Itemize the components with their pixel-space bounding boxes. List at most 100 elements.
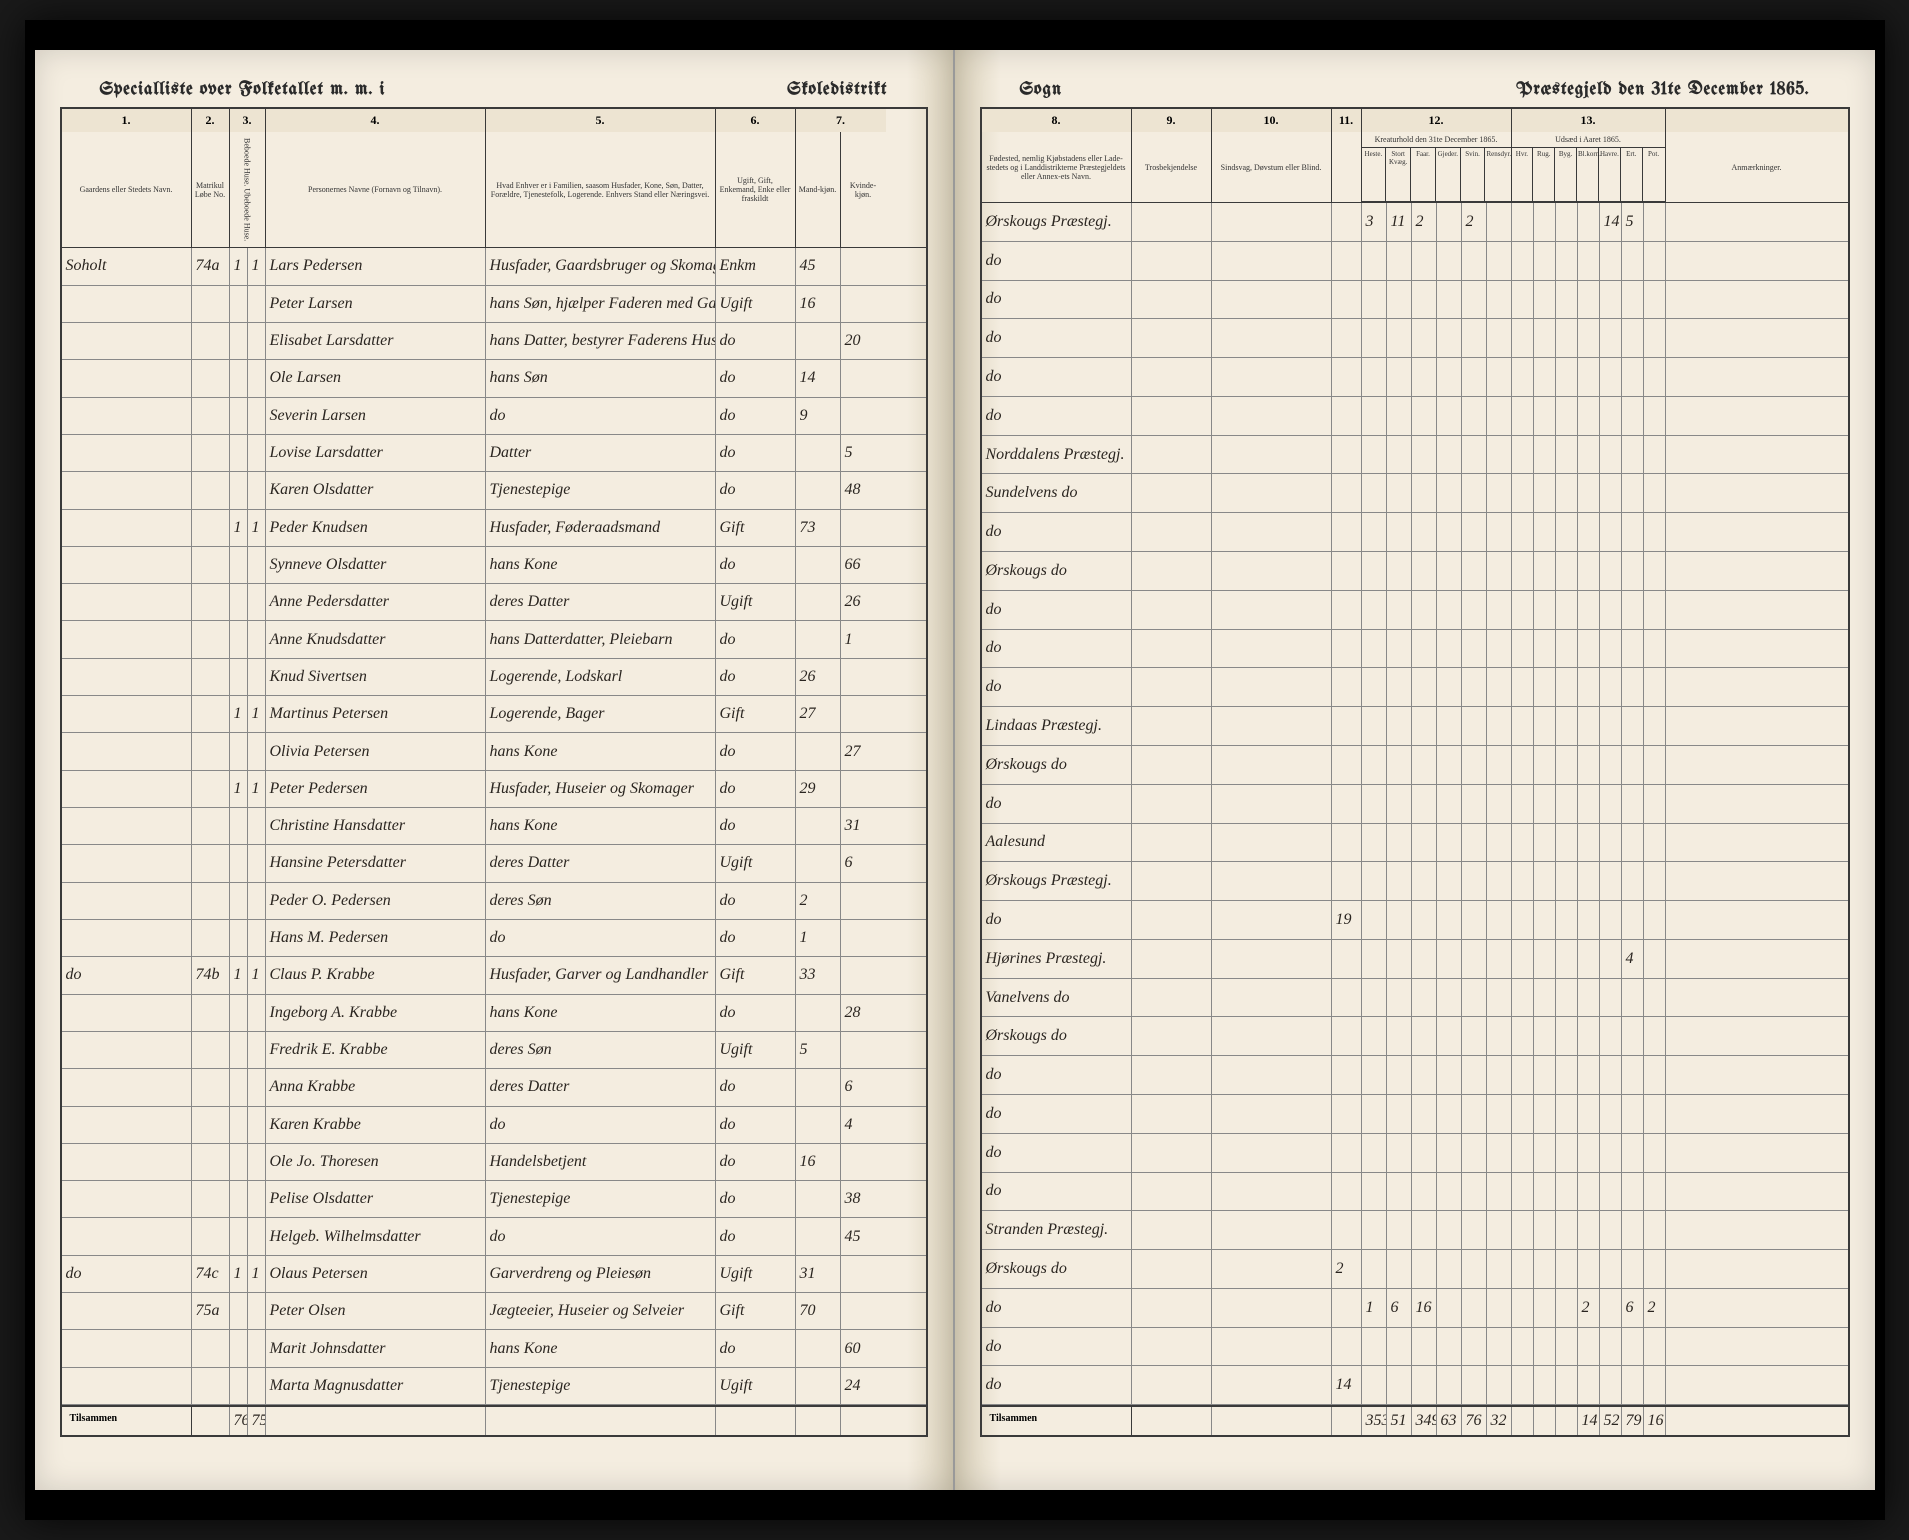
cell-c13 (1556, 746, 1578, 784)
cell-c13 (1534, 397, 1556, 435)
cell-c13 (1534, 1366, 1556, 1404)
cell-name (62, 547, 192, 583)
col-num: 8. (982, 109, 1132, 132)
table-row: Sundelvens do (982, 474, 1848, 513)
cell-c13 (1600, 552, 1622, 590)
cell-stand: Tjenestepige (486, 1181, 716, 1217)
cell-age-f (841, 920, 886, 956)
cell-c13 (1644, 1095, 1666, 1133)
cell-c13 (1578, 513, 1600, 551)
cell-c12 (1412, 1250, 1437, 1288)
cell-hus-b (248, 1144, 266, 1180)
col-label: Sindsvag, Døvstum eller Blind. (1212, 132, 1332, 202)
cell-c13 (1644, 474, 1666, 512)
cell-civil: do (716, 920, 796, 956)
cell-matrikul (192, 472, 230, 508)
sub-label: Gjeder. (1436, 148, 1461, 201)
table-row: do (982, 281, 1848, 320)
cell-c13 (1644, 552, 1666, 590)
cell-age-f: 20 (841, 323, 886, 359)
table-row: Synneve Olsdatter hans Kone do 66 (62, 547, 926, 584)
cell-notes (1666, 630, 1848, 668)
cell-c12 (1387, 630, 1412, 668)
cell-civil: do (716, 659, 796, 695)
cell-c12 (1437, 707, 1462, 745)
cell-c12 (1462, 707, 1487, 745)
cell-disability (1212, 824, 1332, 862)
cell-c13 (1534, 319, 1556, 357)
cell-civil: do (716, 1144, 796, 1180)
cell-c12 (1387, 901, 1412, 939)
cell-c13 (1578, 474, 1600, 512)
cell-c12: 2 (1412, 203, 1437, 241)
cell-c13 (1644, 746, 1666, 784)
cell-name (62, 435, 192, 471)
cell-notes (1666, 474, 1848, 512)
cell-c12 (1362, 552, 1387, 590)
cell-c12: 16 (1412, 1289, 1437, 1327)
cell-c12: 3 (1362, 203, 1387, 241)
cell-c11 (1332, 281, 1362, 319)
cell-c12 (1387, 1056, 1412, 1094)
cell-hus-a: 1 (230, 248, 248, 284)
cell-c12 (1362, 630, 1387, 668)
col-label: Personernes Navne (Fornavn og Tilnavn). (266, 132, 486, 247)
cell-c11 (1332, 203, 1362, 241)
cell-person: Peder Knudsen (266, 510, 486, 546)
cell-c12 (1437, 824, 1462, 862)
cell-c12 (1387, 1095, 1412, 1133)
table-row: do (982, 1056, 1848, 1095)
cell-person: Lars Pedersen (266, 248, 486, 284)
cell-hus-a (230, 621, 248, 657)
cell-c13 (1644, 785, 1666, 823)
cell-age-f (841, 1256, 886, 1292)
left-col-nums: 1. 2. 3. 4. 5. 6. 7. (62, 109, 926, 132)
cell-c12 (1387, 1211, 1412, 1249)
cell-c13 (1644, 1328, 1666, 1366)
cell-c13 (1578, 1366, 1600, 1404)
footer-label: Tilsammen (982, 1407, 1132, 1435)
table-row: Norddalens Præstegj. (982, 436, 1848, 475)
cell-civil: Ugift (716, 845, 796, 881)
cell-c13 (1622, 1056, 1644, 1094)
cell-matrikul (192, 398, 230, 434)
footer-cell (1332, 1407, 1362, 1435)
cell-notes (1666, 397, 1848, 435)
cell-c12 (1412, 552, 1437, 590)
table-row: Ørskougs do (982, 552, 1848, 591)
cell-c13 (1578, 707, 1600, 745)
cell-hus-b (248, 659, 266, 695)
cell-c13 (1556, 242, 1578, 280)
cell-stand: Tjenestepige (486, 472, 716, 508)
cell-stand: Husfader, Gaardsbruger og Skomager (486, 248, 716, 284)
table-row: Aalesund (982, 824, 1848, 863)
footer-cell (1512, 1407, 1534, 1435)
cell-hus-a (230, 808, 248, 844)
cell-c12 (1362, 436, 1387, 474)
cell-person: Olaus Petersen (266, 1256, 486, 1292)
col-label: Kvinde-kjøn. (841, 132, 886, 247)
left-header: Specialliste over Folketallet m. m. i Sk… (60, 80, 928, 107)
cell-matrikul (192, 360, 230, 396)
cell-c13 (1578, 785, 1600, 823)
cell-civil: do (716, 808, 796, 844)
cell-c13 (1512, 746, 1534, 784)
cell-c12 (1462, 1328, 1487, 1366)
cell-civil: do (716, 435, 796, 471)
cell-disability (1212, 436, 1332, 474)
cell-c13 (1600, 281, 1622, 319)
footer-cell (1212, 1407, 1332, 1435)
cell-c13 (1534, 901, 1556, 939)
cell-notes (1666, 1095, 1848, 1133)
cell-person: Marit Johnsdatter (266, 1330, 486, 1366)
cell-c12 (1462, 1366, 1487, 1404)
cell-c12: 1 (1362, 1289, 1387, 1327)
cell-name (62, 696, 192, 732)
cell-civil: Ugift (716, 286, 796, 322)
cell-hus-a (230, 1368, 248, 1404)
cell-stand: do (486, 1107, 716, 1143)
cell-c12 (1487, 630, 1512, 668)
cell-c13 (1622, 242, 1644, 280)
cell-disability (1212, 203, 1332, 241)
cell-c12 (1362, 707, 1387, 745)
